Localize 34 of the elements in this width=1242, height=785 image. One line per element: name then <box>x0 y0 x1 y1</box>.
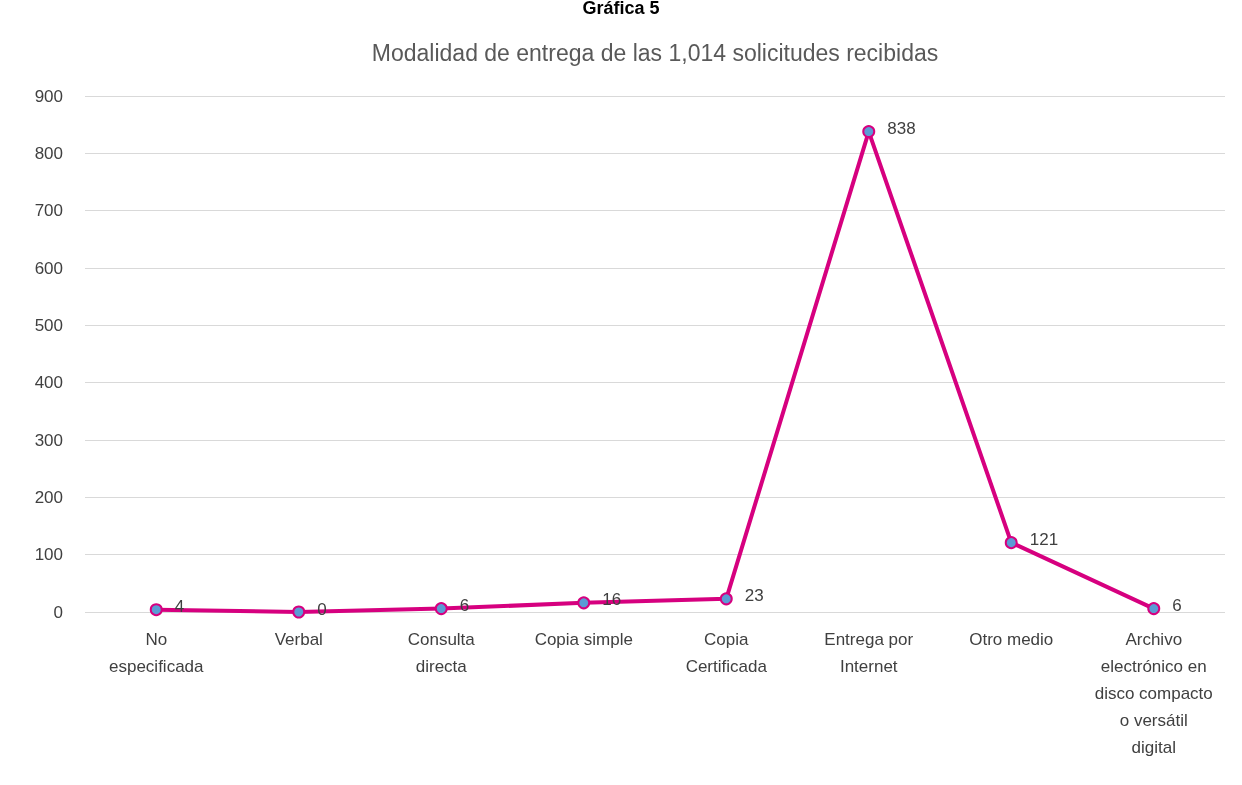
data-label: 838 <box>887 119 916 139</box>
y-tick-label: 800 <box>34 143 63 163</box>
point <box>862 125 876 139</box>
data-label: 0 <box>317 599 327 619</box>
x-tick-label: Copia simple <box>534 630 633 649</box>
chart-subtitle: Modalidad de entrega de las 1,014 solicitudes recibidas <box>371 39 939 66</box>
x-tick-label: Otro medio <box>969 630 1054 649</box>
x-tick-label: Archivo electrónico en disco compacto o versátil digital <box>1094 630 1213 757</box>
point <box>1147 602 1161 616</box>
point <box>577 596 591 610</box>
point <box>292 605 306 619</box>
point <box>434 602 448 616</box>
data-label: 23 <box>744 586 764 606</box>
data-label: 6 <box>459 596 470 616</box>
y-tick-label: 600 <box>34 258 63 278</box>
x-tick-label: Entrega por Internet <box>824 630 914 676</box>
y-tick-label: 400 <box>34 373 63 393</box>
chart-title: Gráfica 5 <box>582 0 660 18</box>
x-tick-label: No especificada <box>108 630 205 676</box>
data-label: 6 <box>1172 596 1182 616</box>
x-tick-label: Verbal <box>274 630 323 649</box>
y-tick-label: 500 <box>34 315 63 335</box>
y-tick-label: 200 <box>34 487 63 507</box>
x-tick-label: Consulta directa <box>407 630 476 676</box>
y-tick-label: 700 <box>34 201 63 221</box>
point <box>1004 536 1018 550</box>
x-tick-label: Copia Certificada <box>685 630 768 676</box>
data-label: 121 <box>1029 530 1059 550</box>
y-tick-label: 900 <box>34 86 63 106</box>
y-tick-label: 300 <box>34 430 63 450</box>
y-tick-label: 100 <box>34 545 63 565</box>
point <box>719 592 733 606</box>
point <box>149 603 163 617</box>
y-tick-label: 0 <box>53 602 63 622</box>
